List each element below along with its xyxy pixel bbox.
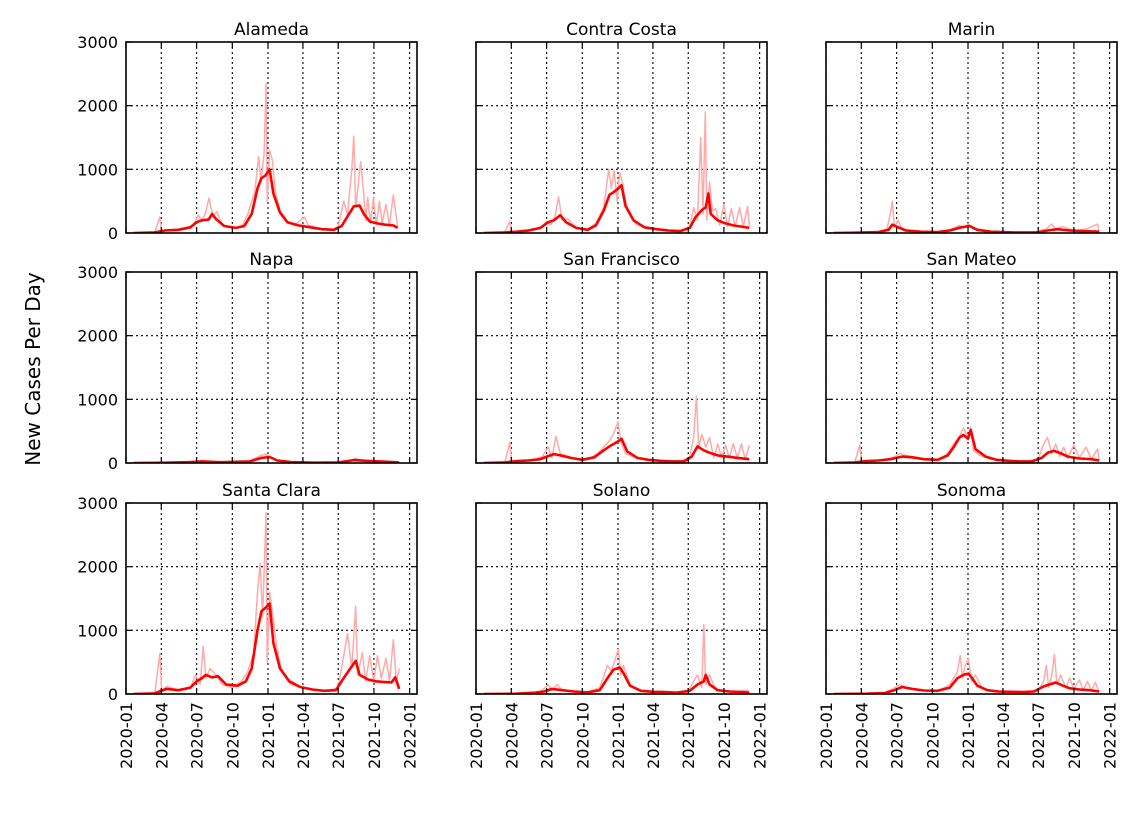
x-tick-label: 2021-07: [679, 702, 698, 769]
x-tick-label: 2021-01: [959, 702, 978, 769]
panel-title: San Francisco: [563, 250, 680, 270]
x-tick-label: 2020-07: [888, 702, 907, 769]
x-tick-label: 2021-01: [259, 702, 278, 769]
y-axis-label: New Cases Per Day: [21, 272, 45, 466]
y-tick-label: 3000: [77, 263, 118, 282]
panel-napa: Napa 0 1000 2000 3000: [77, 250, 418, 473]
daily-cases-line: [133, 82, 399, 233]
x-tick-label: 2021-04: [994, 702, 1013, 769]
y-tick-label: 2000: [77, 327, 118, 346]
x-tick-label: 2021-07: [1029, 702, 1048, 769]
panel-title: Contra Costa: [566, 20, 677, 40]
x-tick-label: 2022-01: [1101, 702, 1120, 769]
panel-solano: Solano 2020-01 2020-04 2020-07 2020-10 2021-0…: [467, 481, 770, 769]
x-tick-label: 2021-04: [644, 702, 663, 769]
y-tick-label: 2000: [77, 97, 118, 116]
y-tick-label: 0: [108, 685, 118, 704]
panel-title: Solano: [593, 481, 651, 501]
smoothed-cases-line: [483, 437, 750, 463]
x-tick-label: 2022-01: [751, 702, 770, 769]
x-tick-label: 2021-04: [294, 702, 313, 769]
panel-san-francisco: San Francisco: [475, 250, 768, 464]
small-multiples-grid: Alameda 0 1000 2000 3000 Contra Costa Marin Nap…: [77, 20, 1119, 769]
y-tick-label: 1000: [77, 621, 118, 640]
panel-frame: [475, 271, 768, 464]
y-tick-label: 1000: [77, 160, 118, 179]
y-tick-label: 0: [108, 224, 118, 243]
smoothed-cases-line: [133, 168, 399, 233]
panel-frame: [475, 502, 768, 695]
x-tick-label: 2021-07: [329, 702, 348, 769]
x-tick-label: 2021-10: [715, 702, 734, 769]
y-tick-label: 1000: [77, 390, 118, 409]
panel-title: San Mateo: [927, 250, 1017, 270]
x-tick-label: 2020-10: [923, 702, 942, 769]
x-tick-label: 2020-04: [502, 702, 521, 769]
x-tick-label: 2020-01: [117, 702, 136, 769]
daily-cases-line: [133, 511, 400, 694]
panel-frame: [125, 271, 418, 464]
y-tick-label: 0: [108, 454, 118, 473]
x-tick-label: 2021-01: [609, 702, 628, 769]
daily-cases-line: [483, 111, 750, 233]
panel-title: Santa Clara: [222, 481, 321, 501]
x-tick-label: 2021-10: [365, 702, 384, 769]
smoothed-cases-line: [833, 672, 1100, 694]
daily-cases-line: [833, 426, 1100, 463]
x-tick-label: 2020-01: [467, 702, 486, 769]
panel-marin: Marin: [825, 20, 1118, 234]
panel-title: Napa: [249, 250, 293, 270]
panel-alameda: Alameda 0 1000 2000 3000: [77, 20, 418, 243]
panel-frame: [475, 41, 768, 234]
x-tick-label: 2020-07: [538, 702, 557, 769]
x-tick-label: 2020-10: [223, 702, 242, 769]
x-tick-label: 2020-10: [573, 702, 592, 769]
panel-title: Marin: [948, 20, 996, 40]
panel-frame: [825, 271, 1118, 464]
smoothed-cases-line: [133, 602, 401, 694]
y-tick-label: 3000: [77, 494, 118, 513]
panel-sonoma: Sonoma 2020-01 2020-04 2020-07 2020-10 2021-0…: [817, 481, 1120, 769]
smoothed-cases-line: [133, 455, 400, 463]
x-tick-label: 2020-01: [817, 702, 836, 769]
panel-title: Sonoma: [937, 481, 1006, 501]
panel-san-mateo: San Mateo: [825, 250, 1118, 464]
panel-frame: [825, 502, 1118, 695]
x-tick-label: 2020-07: [188, 702, 207, 769]
x-tick-label: 2022-01: [401, 702, 420, 769]
y-tick-label: 2000: [77, 558, 118, 577]
panel-title: Alameda: [234, 20, 309, 40]
panel-frame: [125, 41, 418, 234]
smoothed-cases-line: [483, 665, 750, 694]
smoothed-cases-line: [833, 428, 1100, 463]
x-tick-label: 2020-04: [852, 702, 871, 769]
smoothed-cases-line: [483, 184, 750, 233]
panel-contra-costa: Contra Costa: [475, 20, 768, 234]
panel-frame: [825, 41, 1118, 234]
y-tick-label: 3000: [77, 33, 118, 52]
smoothed-cases-line: [833, 223, 1100, 233]
x-tick-label: 2020-04: [152, 702, 171, 769]
x-tick-label: 2021-10: [1065, 702, 1084, 769]
panel-frame: [125, 502, 418, 695]
panel-santa-clara: Santa Clara 0 1000 2000 3000 2020-01 2020-04 20…: [77, 481, 419, 769]
